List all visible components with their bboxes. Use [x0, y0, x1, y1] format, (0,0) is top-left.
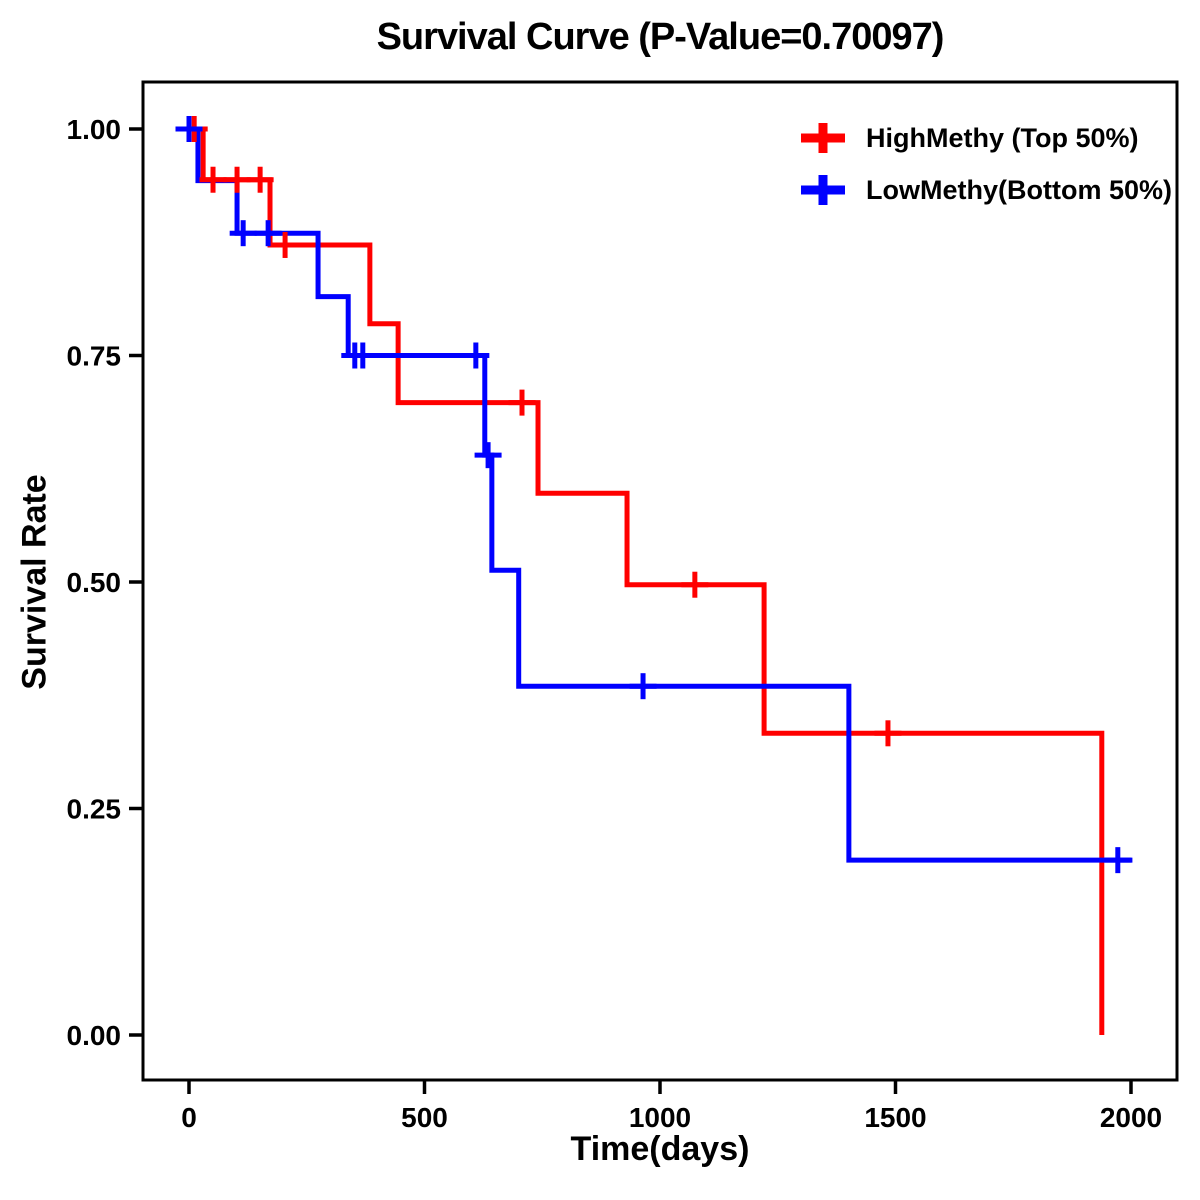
- km-curve-lowmethy: [189, 126, 1133, 863]
- censor-marks-lowmethy: [175, 116, 1132, 874]
- y-tick-label: 0.00: [67, 1020, 122, 1051]
- x-axis-label: Time(days): [570, 1130, 750, 1168]
- x-tick-label: 1000: [629, 1102, 691, 1133]
- censor-marks-highmethy: [180, 116, 902, 747]
- y-tick-label: 0.25: [67, 794, 122, 825]
- legend-marker-lowmethy-icon: [801, 175, 845, 205]
- chart-title: Survival Curve (P-Value=0.70097): [376, 16, 945, 58]
- x-tick-label: 0: [181, 1102, 197, 1133]
- x-tick-label: 500: [401, 1102, 448, 1133]
- y-tick-label: 1.00: [67, 114, 122, 145]
- y-tick-label: 0.75: [67, 341, 122, 372]
- legend-marker-highmethy-icon: [801, 123, 845, 153]
- legend-label-highmethy: HighMethy (Top 50%): [866, 123, 1139, 153]
- x-tick-label: 1500: [864, 1102, 926, 1133]
- x-tick-label: 2000: [1100, 1102, 1162, 1133]
- km-curve-highmethy: [189, 126, 1105, 1035]
- y-tick-label: 0.50: [67, 567, 122, 598]
- legend-label-lowmethy: LowMethy(Bottom 50%): [866, 175, 1172, 205]
